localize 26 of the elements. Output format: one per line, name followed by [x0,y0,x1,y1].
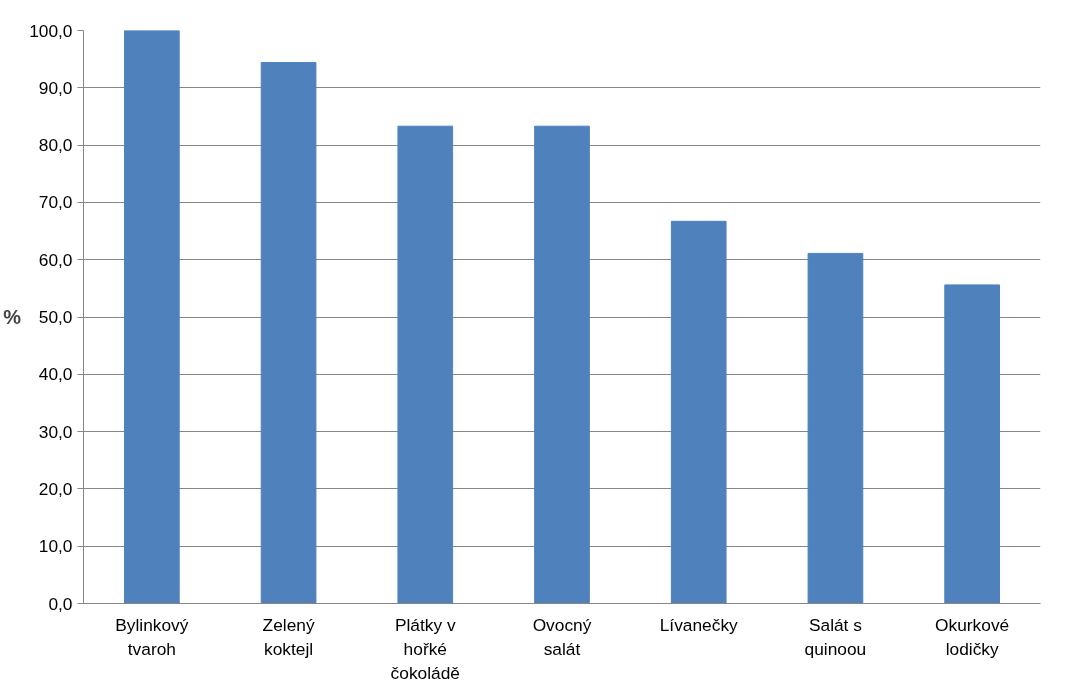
y-tick-label: 70,0 [38,192,73,213]
bar [124,30,180,604]
y-tick-label: 80,0 [38,135,73,156]
y-tick-label: 10,0 [38,536,73,557]
x-tick-label: Lívanečky [659,614,739,635]
y-tick-label: 0,0 [48,593,73,614]
bar [260,62,317,604]
y-axis-title: % [3,306,22,328]
x-tick-label: Zelený koktejl [262,614,315,659]
x-tick-label: Plátky v hořké čokoládě [390,614,460,683]
x-tick-label: Ovocný salát [532,614,592,659]
y-tick-label: 60,0 [38,249,73,270]
y-tick-label: 90,0 [38,77,73,98]
x-tick-label: Okurkové lodičky [935,614,1010,659]
y-tick-label: 100,0 [29,20,73,41]
bar [807,252,864,604]
bar [397,125,454,604]
x-tick-label: Salát s quinoou [804,614,867,659]
y-tick-label: 20,0 [38,478,73,499]
y-tick-label: 30,0 [38,421,73,442]
x-tick-label: Bylinkový tvaroh [115,614,189,659]
bar [534,125,590,604]
y-tick-label: 40,0 [38,364,73,385]
bar [944,284,1000,604]
y-tick-label: 50,0 [38,307,73,327]
bar [670,220,727,604]
